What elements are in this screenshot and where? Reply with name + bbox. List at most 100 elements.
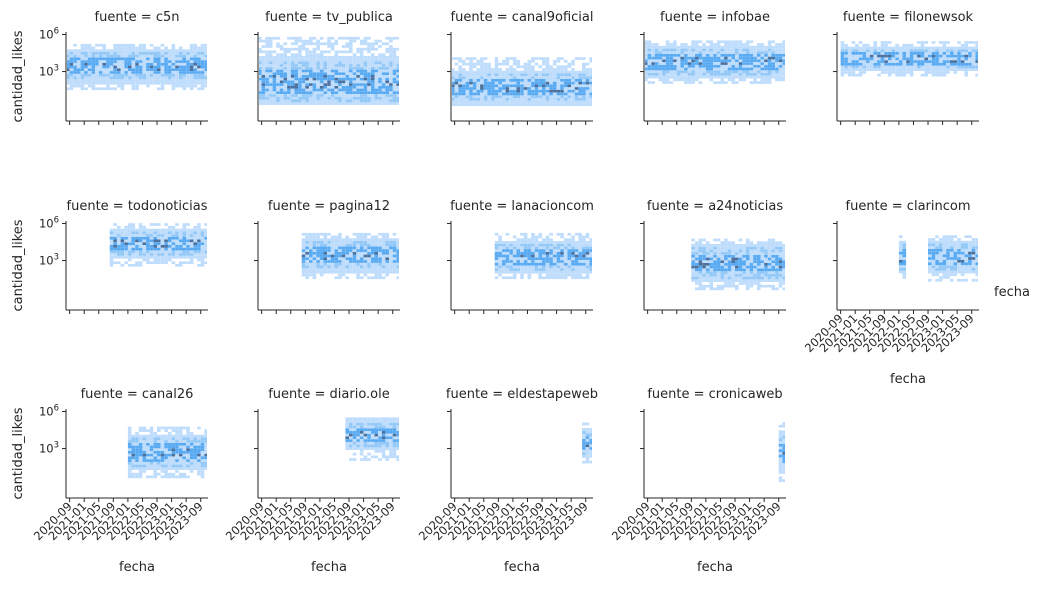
hist-cell <box>545 260 550 263</box>
hist-cell <box>392 56 397 59</box>
hist-cell <box>778 45 783 49</box>
hist-cell <box>301 64 306 67</box>
hist-cell <box>716 81 721 84</box>
hist-cell <box>142 76 147 80</box>
hist-cell <box>294 94 298 97</box>
hist-cell <box>782 279 785 282</box>
hist-cell <box>157 57 161 61</box>
hist-cell <box>931 65 936 69</box>
hist-cell <box>469 62 473 66</box>
hist-cell <box>330 235 335 239</box>
hist-cell <box>113 261 117 264</box>
hist-cell <box>312 66 317 70</box>
hist-cell <box>778 48 783 52</box>
hist-cell <box>538 260 542 263</box>
hist-cell <box>120 253 125 256</box>
hist-cell <box>502 268 506 271</box>
hist-cell <box>745 56 750 60</box>
hist-cell <box>186 247 190 251</box>
hist-cell <box>363 232 368 236</box>
hist-cell <box>753 252 757 255</box>
hist-cell <box>356 257 360 260</box>
hist-cell <box>363 42 368 46</box>
hist-cell <box>138 231 143 235</box>
hist-cell <box>69 60 74 63</box>
hist-cell <box>465 62 470 66</box>
hist-cell <box>658 48 663 52</box>
hist-cell <box>175 49 179 52</box>
hist-cell <box>556 262 561 266</box>
hist-cell <box>946 257 950 260</box>
hist-cell <box>742 64 746 68</box>
hist-cell <box>469 92 473 96</box>
hist-cell <box>938 68 943 71</box>
hist-cell <box>483 81 488 85</box>
hist-cell <box>330 72 335 75</box>
hist-cell <box>771 271 775 274</box>
hist-cell <box>142 253 147 256</box>
hist-cell <box>498 84 502 88</box>
hist-cell <box>767 244 772 247</box>
hist-cell <box>385 85 389 89</box>
hist-cell <box>392 99 397 103</box>
hist-cell <box>378 99 382 103</box>
hist-cell <box>658 67 663 71</box>
hist-cell <box>749 284 754 288</box>
hist-cell <box>392 251 397 255</box>
hist-cell <box>913 57 918 61</box>
hist-cell <box>509 260 513 263</box>
hist-cell <box>505 62 510 66</box>
hist-cell <box>294 64 298 67</box>
hist-cell <box>124 231 128 235</box>
hist-cell <box>385 91 389 94</box>
hist-cell <box>695 56 699 60</box>
hist-cell <box>149 239 154 243</box>
hist-cell <box>840 68 845 71</box>
hist-cell <box>261 58 266 62</box>
hist-cell <box>931 54 936 58</box>
hist-cell <box>884 60 888 63</box>
hist-cell <box>458 57 462 60</box>
hist-cell <box>338 80 342 84</box>
hist-cell <box>480 87 484 90</box>
hist-cell <box>265 91 269 94</box>
hist-cell <box>259 72 262 75</box>
hist-cell <box>454 89 459 93</box>
hist-cell <box>695 252 699 255</box>
hist-cell <box>556 260 561 263</box>
hist-cell <box>294 42 298 46</box>
hist-cell <box>363 241 368 244</box>
hist-cell <box>189 250 194 254</box>
hist-cell <box>749 48 754 52</box>
hist-cell <box>189 228 194 232</box>
hist-cell <box>545 84 550 88</box>
hist-cell <box>713 51 717 54</box>
hist-cell <box>178 71 183 74</box>
hist-cell <box>385 238 389 241</box>
hist-cell <box>858 46 863 50</box>
hist-cell <box>578 73 582 77</box>
hist-cell <box>356 64 360 67</box>
hist-cell <box>920 60 925 63</box>
hist-cell <box>160 71 165 74</box>
hist-cell <box>142 73 147 77</box>
hist-cell <box>135 60 139 63</box>
hist-cell <box>585 276 590 280</box>
hist-cell <box>323 56 328 59</box>
hist-cell <box>560 81 564 85</box>
hist-cell <box>523 243 528 247</box>
hist-cell <box>935 235 939 238</box>
hist-cell <box>578 92 582 96</box>
hist-cell <box>338 56 342 59</box>
hist-cell <box>931 259 936 263</box>
hist-cell <box>67 54 70 58</box>
hist-cell <box>175 60 179 63</box>
hist-cell <box>454 79 459 82</box>
hist-cell <box>149 73 154 77</box>
hist-cell <box>716 51 721 54</box>
hist-cell <box>731 260 735 263</box>
hist-cell <box>153 228 157 232</box>
hist-cell <box>305 249 309 252</box>
hist-cell <box>472 84 477 88</box>
hist-cell <box>669 59 674 63</box>
